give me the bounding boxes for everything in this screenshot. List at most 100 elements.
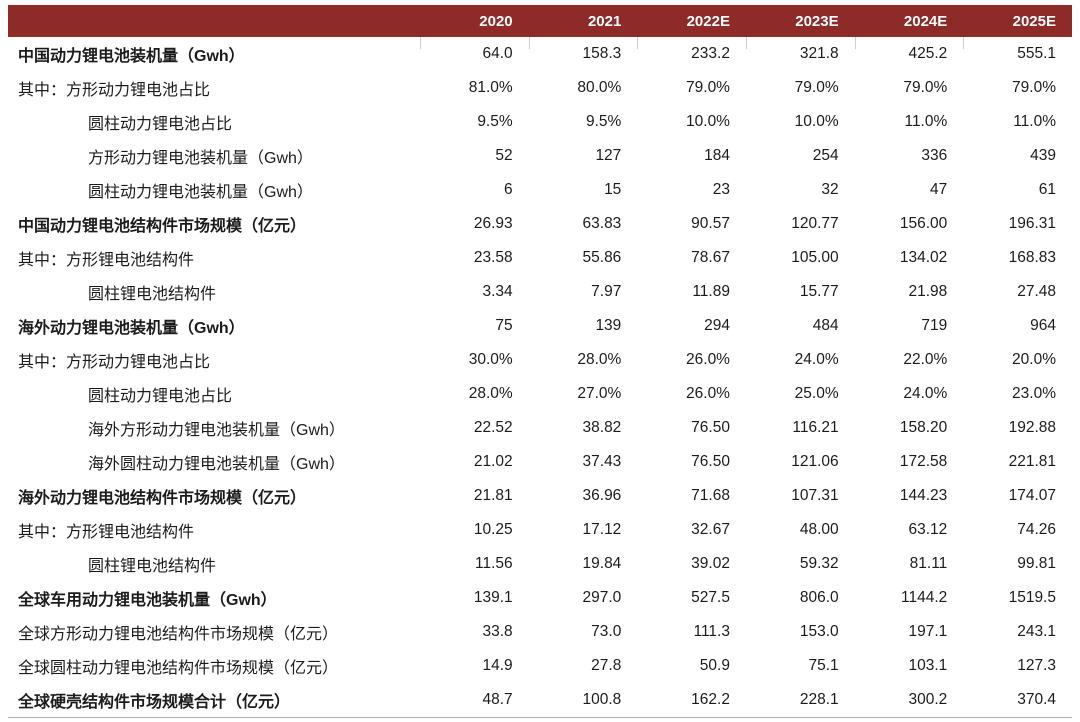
cell-value: 28.0% bbox=[468, 385, 513, 402]
cell-value: 37.43 bbox=[582, 453, 622, 470]
column-header-2023E: 2023E bbox=[745, 5, 855, 37]
table-row: 其中：方形动力锂电池占比 81.0% 80.0% 79.0% 79.0% 79.0% 79.… bbox=[8, 71, 1072, 105]
cell-value: 10.25 bbox=[473, 521, 513, 538]
cell-value: 50.9 bbox=[699, 657, 730, 674]
cell-value: 20.0% bbox=[1012, 351, 1056, 368]
cell-value: 527.5 bbox=[691, 589, 730, 606]
column-header-2025E: 2025E bbox=[963, 5, 1072, 37]
cell-value: 76.50 bbox=[691, 453, 730, 470]
table-row: 圆柱动力锂电池装机量（Gwh） 6 15 23 32 47 61 bbox=[8, 173, 1072, 207]
cell-value: 59.32 bbox=[799, 555, 839, 572]
cell-value: 74.26 bbox=[1017, 521, 1056, 538]
cell-value: 139 bbox=[595, 317, 622, 334]
table-row: 全球车用动力锂电池装机量（Gwh） 139.1 297.0 527.5 806.0 114… bbox=[8, 581, 1072, 615]
row-label: 圆柱锂电池结构件 bbox=[88, 558, 217, 575]
cell-value: 7.97 bbox=[591, 283, 622, 300]
cell-value: 11.0% bbox=[904, 113, 948, 130]
row-label: 全球硬壳结构件市场规模合计（亿元） bbox=[18, 693, 291, 711]
cell-value: 719 bbox=[921, 317, 948, 334]
cell-value: 10.0% bbox=[794, 113, 839, 130]
cell-value: 79.0% bbox=[1012, 79, 1056, 96]
cell-value: 6 bbox=[504, 181, 513, 198]
cell-value: 73.0 bbox=[591, 623, 622, 640]
cell-value: 39.02 bbox=[691, 555, 730, 572]
cell-value: 14.9 bbox=[482, 657, 513, 674]
cell-value: 27.48 bbox=[1017, 283, 1056, 300]
cell-value: 38.82 bbox=[582, 419, 622, 436]
column-header-2021: 2021 bbox=[528, 5, 638, 37]
row-label: 方形动力锂电池装机量（Gwh） bbox=[88, 150, 313, 167]
cell-value: 174.07 bbox=[1008, 487, 1056, 504]
cell-value: 79.0% bbox=[686, 79, 730, 96]
row-label: 中国动力锂电池装机量（Gwh） bbox=[18, 48, 245, 65]
row-label: 圆柱锂电池结构件 bbox=[88, 286, 217, 303]
cell-value: 27.8 bbox=[591, 657, 622, 674]
cell-value: 172.58 bbox=[899, 453, 948, 470]
header-row: 2020 2021 2022E 2023E 2024E 2025E bbox=[8, 5, 1072, 37]
cell-value: 439 bbox=[1030, 147, 1056, 164]
cell-value: 81.11 bbox=[909, 555, 948, 572]
cell-value: 254 bbox=[812, 147, 839, 164]
cell-value: 36.96 bbox=[582, 487, 622, 504]
cell-value: 192.88 bbox=[1008, 419, 1056, 436]
cell-value: 196.31 bbox=[1008, 215, 1056, 232]
cell-value: 99.81 bbox=[1017, 555, 1056, 572]
cell-value: 107.31 bbox=[791, 487, 839, 504]
cell-value: 76.50 bbox=[691, 419, 730, 436]
cell-value: 79.0% bbox=[903, 79, 948, 96]
cell-value: 19.84 bbox=[582, 555, 622, 572]
row-label: 圆柱动力锂电池占比 bbox=[88, 116, 233, 133]
cell-value: 27.0% bbox=[577, 385, 622, 402]
cell-value: 75.1 bbox=[808, 657, 839, 674]
row-label: 海外方形动力锂电池装机量（Gwh） bbox=[88, 422, 345, 439]
row-label: 全球圆柱动力锂电池结构件市场规模（亿元） bbox=[18, 660, 339, 677]
table-row: 其中：方形动力锂电池占比 30.0% 28.0% 26.0% 24.0% 22.0% 20.… bbox=[8, 343, 1072, 377]
table-row: 海外动力锂电池装机量（Gwh） 75 139 294 484 719 964 bbox=[8, 309, 1072, 343]
cell-value: 80.0% bbox=[577, 79, 622, 96]
cell-value: 81.0% bbox=[468, 79, 513, 96]
cell-value: 111.3 bbox=[693, 623, 730, 640]
row-label: 圆柱动力锂电池占比 bbox=[88, 388, 233, 405]
battery-structure-forecast-table: 2020 2021 2022E 2023E 2024E 2025E 中国动力锂电池装机量（… bbox=[8, 5, 1072, 718]
table-row: 全球方形动力锂电池结构件市场规模（亿元） 33.8 73.0 111.3 153.0 19… bbox=[8, 615, 1072, 649]
cell-value: 158.3 bbox=[528, 37, 638, 71]
table-row: 方形动力锂电池装机量（Gwh） 52 127 184 254 336 439 bbox=[8, 139, 1072, 173]
cell-value: 103.1 bbox=[908, 657, 948, 674]
cell-value: 26.0% bbox=[686, 351, 730, 368]
cell-value: 1144.2 bbox=[901, 589, 948, 606]
cell-value: 168.83 bbox=[1008, 249, 1056, 266]
cell-value: 370.4 bbox=[1017, 690, 1056, 708]
cell-value: 120.77 bbox=[791, 215, 839, 232]
header-corner-cell bbox=[8, 5, 420, 37]
cell-value: 1519.5 bbox=[1008, 589, 1056, 606]
cell-value: 28.0% bbox=[577, 351, 622, 368]
cell-value: 221.81 bbox=[1008, 453, 1056, 470]
cell-value: 26.93 bbox=[473, 215, 513, 232]
table-row: 全球圆柱动力锂电池结构件市场规模（亿元） 14.9 27.8 50.9 75.1 103.… bbox=[8, 649, 1072, 683]
cell-value: 233.2 bbox=[637, 37, 746, 71]
cell-value: 21.81 bbox=[473, 487, 513, 504]
cell-value: 121.06 bbox=[791, 453, 839, 470]
cell-value: 75 bbox=[495, 317, 513, 334]
row-label: 圆柱动力锂电池装机量（Gwh） bbox=[88, 184, 313, 201]
cell-value: 24.0% bbox=[794, 351, 839, 368]
cell-value: 24.0% bbox=[903, 385, 948, 402]
table-body: 中国动力锂电池装机量（Gwh） 64.0 158.3 233.2 321.8 425.2 5… bbox=[8, 37, 1072, 717]
cell-value: 22.0% bbox=[903, 351, 948, 368]
cell-value: 48.00 bbox=[799, 521, 839, 538]
row-label: 海外动力锂电池结构件市场规模（亿元） bbox=[18, 490, 307, 507]
cell-value: 23.0% bbox=[1012, 385, 1056, 402]
cell-value: 33.8 bbox=[482, 623, 513, 640]
cell-value: 90.57 bbox=[691, 215, 730, 232]
cell-value: 15 bbox=[604, 181, 622, 198]
table-row: 其中：方形锂电池结构件 10.25 17.12 32.67 48.00 63.12 74.2… bbox=[8, 513, 1072, 547]
cell-value: 11.0% bbox=[1013, 113, 1056, 130]
table-row: 中国动力锂电池装机量（Gwh） 64.0 158.3 233.2 321.8 425.2 5… bbox=[8, 37, 1072, 71]
cell-value: 336 bbox=[921, 147, 948, 164]
cell-value: 116.21 bbox=[792, 419, 839, 436]
table-row: 海外方形动力锂电池装机量（Gwh） 22.52 38.82 76.50 116.21 15… bbox=[8, 411, 1072, 445]
cell-value: 425.2 bbox=[854, 37, 964, 71]
row-label: 全球车用动力锂电池装机量（Gwh） bbox=[18, 592, 277, 609]
cell-value: 30.0% bbox=[468, 351, 513, 368]
cell-value: 21.02 bbox=[473, 453, 513, 470]
